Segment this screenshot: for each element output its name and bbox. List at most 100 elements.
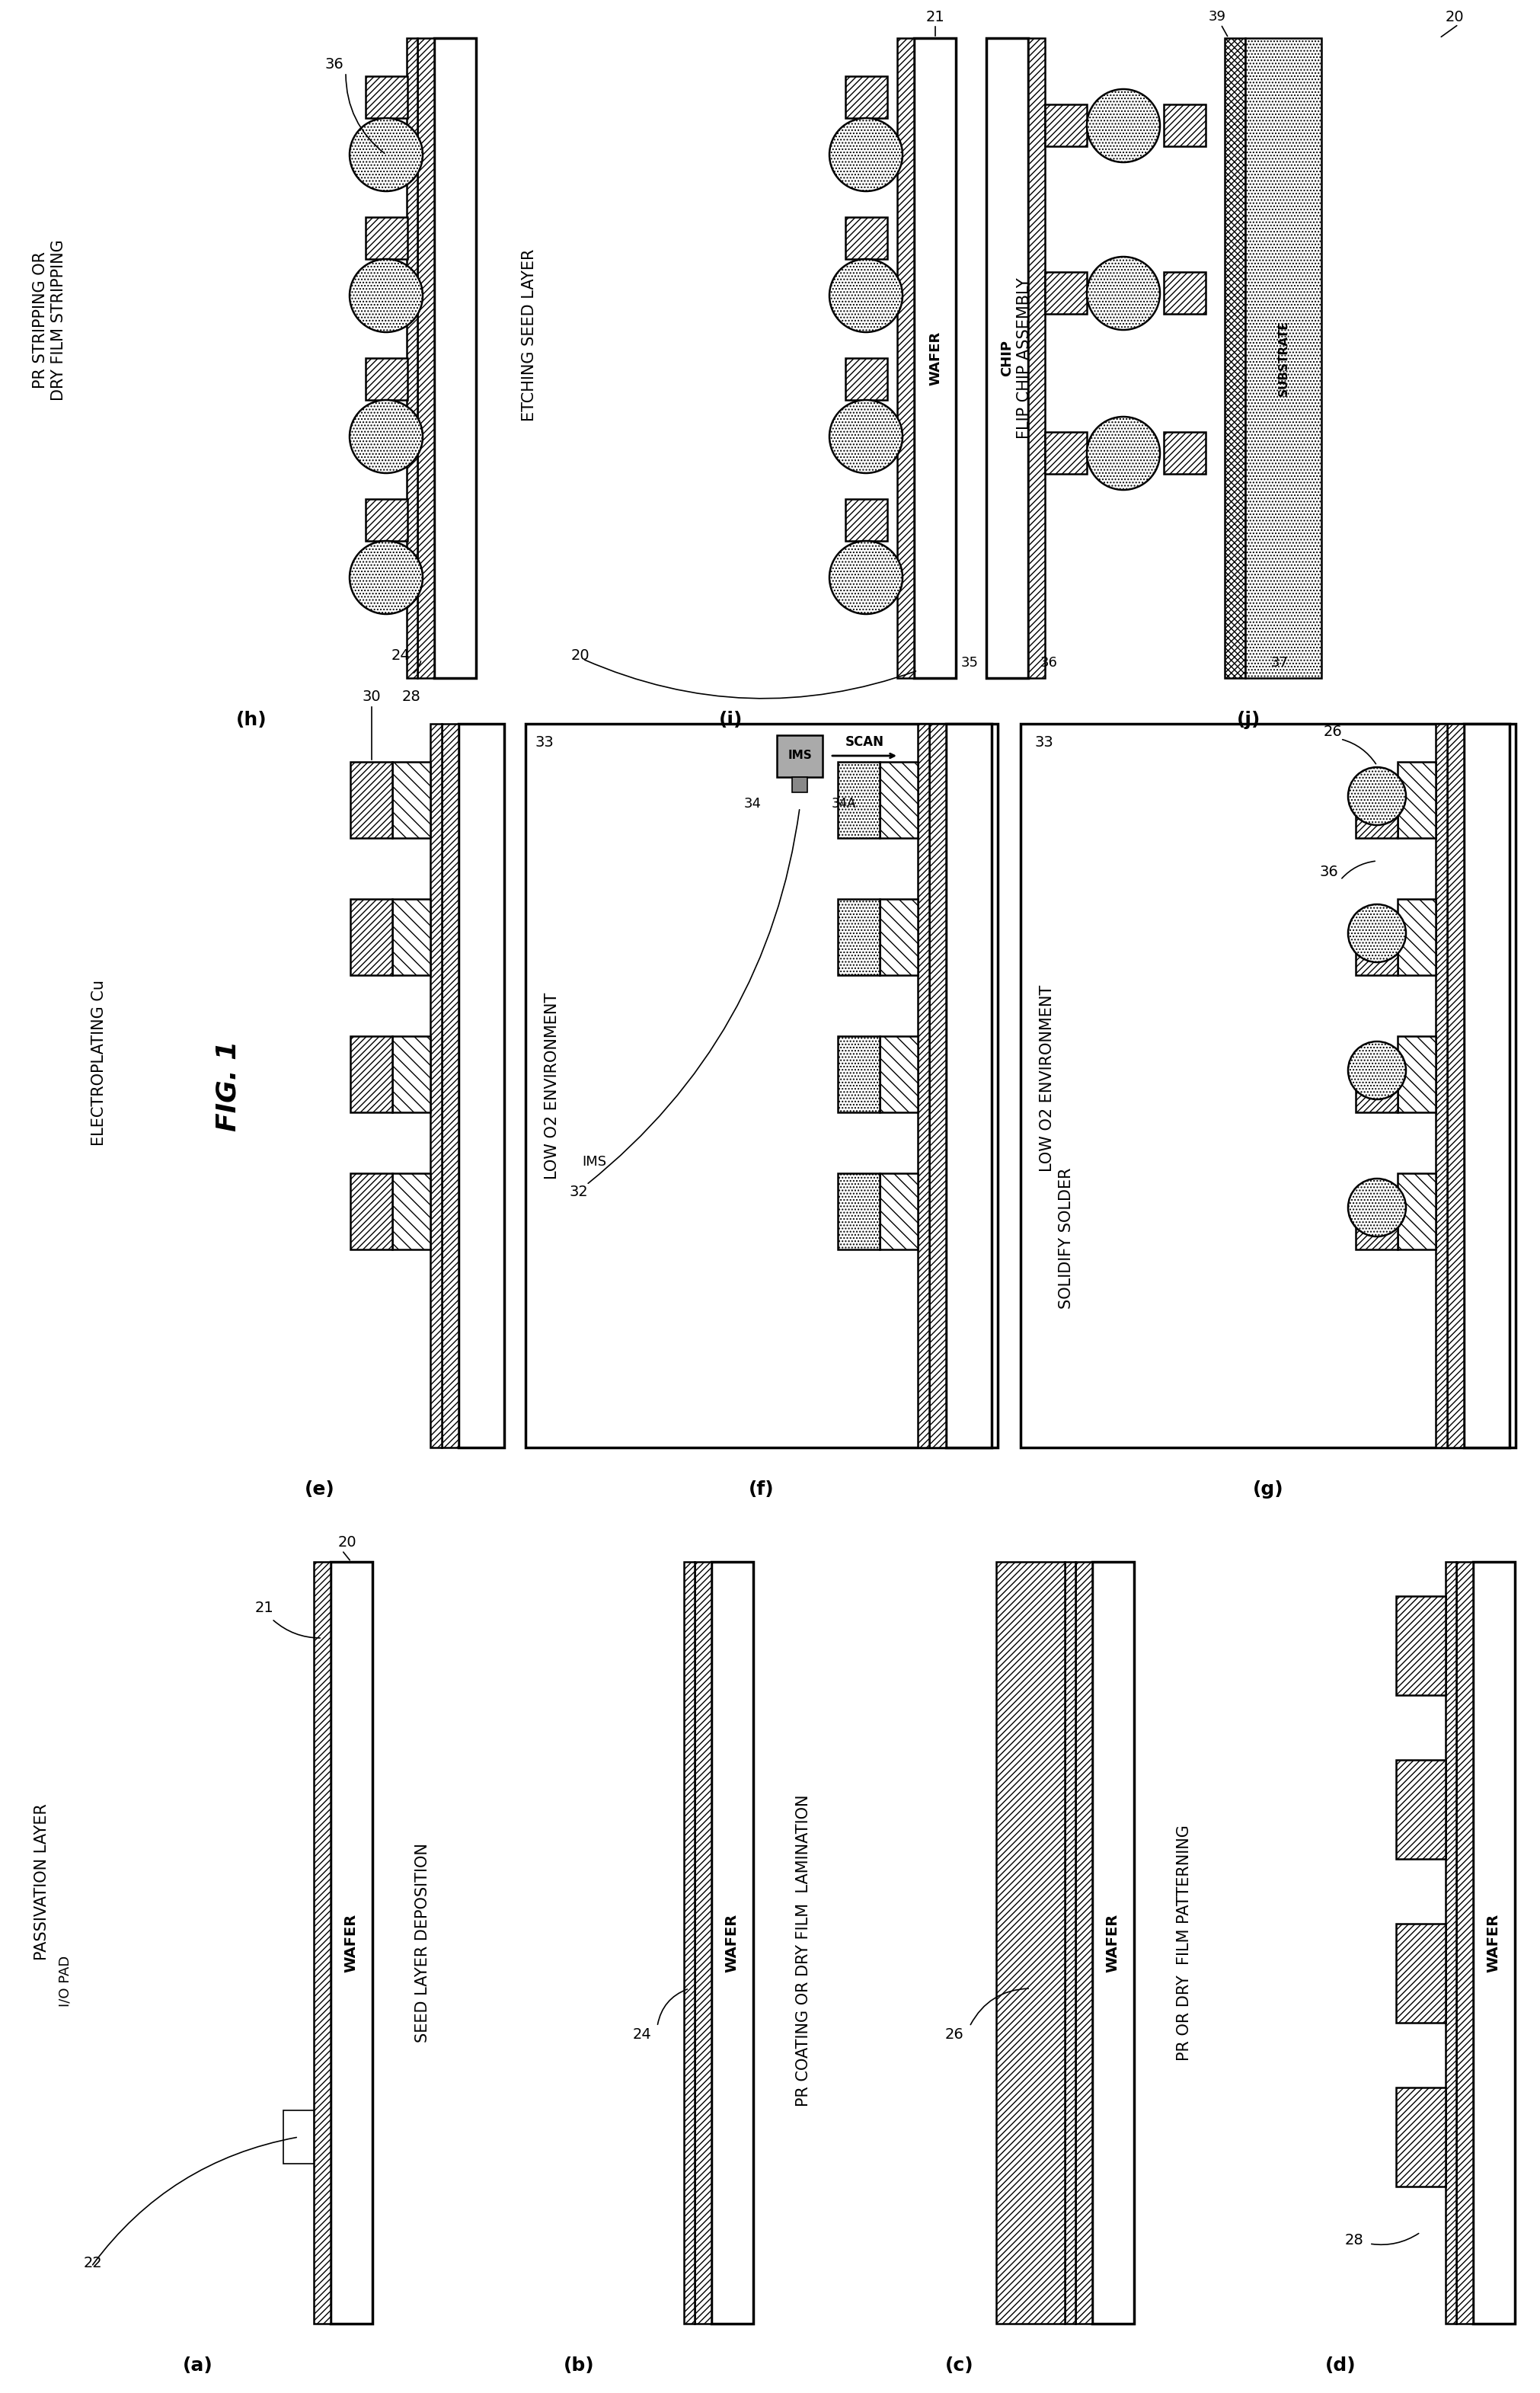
Bar — [845, 77, 887, 117]
Bar — [711, 1563, 753, 2324]
Bar — [1397, 1759, 1446, 1859]
Text: PR STRIPPING OR
DRY FILM STRIPPING: PR STRIPPING OR DRY FILM STRIPPING — [32, 239, 66, 400]
Bar — [350, 1173, 393, 1249]
Bar — [845, 218, 887, 258]
Text: WAFER: WAFER — [1486, 1914, 1502, 1972]
Text: (c): (c) — [946, 2357, 973, 2374]
Text: PR OR DRY  FILM PATTERNING: PR OR DRY FILM PATTERNING — [1177, 1826, 1192, 2060]
Bar — [331, 1563, 373, 2324]
Circle shape — [1348, 1180, 1406, 1237]
Bar — [1164, 433, 1206, 474]
Bar — [417, 38, 434, 677]
Bar — [1046, 273, 1087, 313]
Bar — [1046, 433, 1087, 474]
Bar — [1446, 1563, 1457, 2324]
Text: PR COATING OR DRY FILM  LAMINATION: PR COATING OR DRY FILM LAMINATION — [796, 1795, 812, 2106]
Text: 24: 24 — [633, 2027, 651, 2041]
Text: I/O PAD: I/O PAD — [59, 1955, 71, 2005]
Text: ETCHING SEED LAYER: ETCHING SEED LAYER — [522, 249, 537, 421]
Bar — [365, 500, 408, 541]
Text: (d): (d) — [1324, 2357, 1355, 2374]
Bar — [1021, 723, 1515, 1448]
Circle shape — [1087, 256, 1160, 330]
Text: WAFER: WAFER — [343, 1914, 359, 1972]
Circle shape — [1348, 768, 1406, 826]
Text: (e): (e) — [305, 1481, 336, 1498]
Bar — [879, 1173, 918, 1249]
Circle shape — [350, 400, 422, 474]
Text: SUBSTRATE: SUBSTRATE — [1278, 321, 1289, 397]
Bar — [350, 761, 393, 838]
Text: (f): (f) — [748, 1481, 775, 1498]
Text: SCAN: SCAN — [845, 735, 884, 749]
Bar — [792, 778, 807, 792]
Text: 20: 20 — [339, 1536, 357, 1551]
Text: FIG. 1: FIG. 1 — [216, 1041, 242, 1132]
Circle shape — [830, 541, 902, 615]
Bar — [283, 2111, 314, 2163]
Bar — [314, 1563, 331, 2324]
Bar — [393, 761, 430, 838]
Bar — [838, 1036, 879, 1113]
Text: (g): (g) — [1252, 1481, 1283, 1498]
Text: (a): (a) — [183, 2357, 213, 2374]
Circle shape — [830, 117, 902, 191]
Bar — [946, 723, 992, 1448]
Text: (j): (j) — [1237, 711, 1261, 730]
Bar — [1355, 1074, 1398, 1113]
Text: IMS: IMS — [787, 749, 812, 761]
Text: 36: 36 — [325, 57, 343, 72]
Bar — [1448, 723, 1465, 1448]
Circle shape — [1348, 1041, 1406, 1098]
Text: 34A: 34A — [832, 797, 856, 811]
Text: 28: 28 — [402, 689, 420, 704]
Text: 33: 33 — [534, 735, 553, 749]
Bar — [350, 1036, 393, 1113]
Text: 24: 24 — [391, 649, 410, 663]
Bar — [442, 723, 459, 1448]
Bar — [879, 761, 918, 838]
Bar — [365, 77, 408, 117]
Bar — [1246, 38, 1321, 677]
Text: 28: 28 — [1344, 2233, 1363, 2247]
Text: 26: 26 — [946, 2027, 964, 2041]
Circle shape — [1087, 89, 1160, 163]
Bar — [430, 723, 442, 1448]
Bar — [393, 900, 430, 976]
Bar — [1355, 799, 1398, 838]
Text: 36: 36 — [1040, 656, 1058, 670]
Bar — [1397, 2087, 1446, 2187]
Text: 20: 20 — [571, 649, 590, 663]
Bar — [1092, 1563, 1133, 2324]
Text: 39: 39 — [1209, 10, 1226, 24]
Bar — [393, 1173, 430, 1249]
Text: 22: 22 — [83, 2257, 103, 2271]
Text: SEED LAYER DEPOSITION: SEED LAYER DEPOSITION — [416, 1843, 430, 2044]
Bar — [879, 900, 918, 976]
Text: 34: 34 — [744, 797, 762, 811]
Bar — [1398, 1036, 1435, 1113]
Bar — [1398, 900, 1435, 976]
Bar — [776, 735, 822, 778]
Text: 30: 30 — [362, 689, 380, 704]
Bar — [996, 1563, 1064, 2324]
Bar — [845, 359, 887, 400]
Circle shape — [1087, 416, 1160, 491]
Bar — [1435, 723, 1448, 1448]
Text: WAFER: WAFER — [1106, 1914, 1120, 1972]
Bar — [1397, 1924, 1446, 2022]
Text: ELECTROPLATING Cu: ELECTROPLATING Cu — [91, 979, 106, 1146]
Bar — [838, 761, 879, 838]
Bar — [393, 1036, 430, 1113]
Bar — [695, 1563, 711, 2324]
Text: (h): (h) — [236, 711, 266, 730]
Bar — [918, 723, 929, 1448]
Bar — [434, 38, 476, 677]
Circle shape — [830, 400, 902, 474]
Bar — [1355, 1211, 1398, 1249]
Bar — [1465, 723, 1509, 1448]
Bar — [1164, 105, 1206, 146]
Text: FLIP CHIP ASSEMBLY: FLIP CHIP ASSEMBLY — [1016, 278, 1032, 438]
Text: WAFER: WAFER — [725, 1914, 739, 1972]
Text: 21: 21 — [926, 10, 944, 24]
